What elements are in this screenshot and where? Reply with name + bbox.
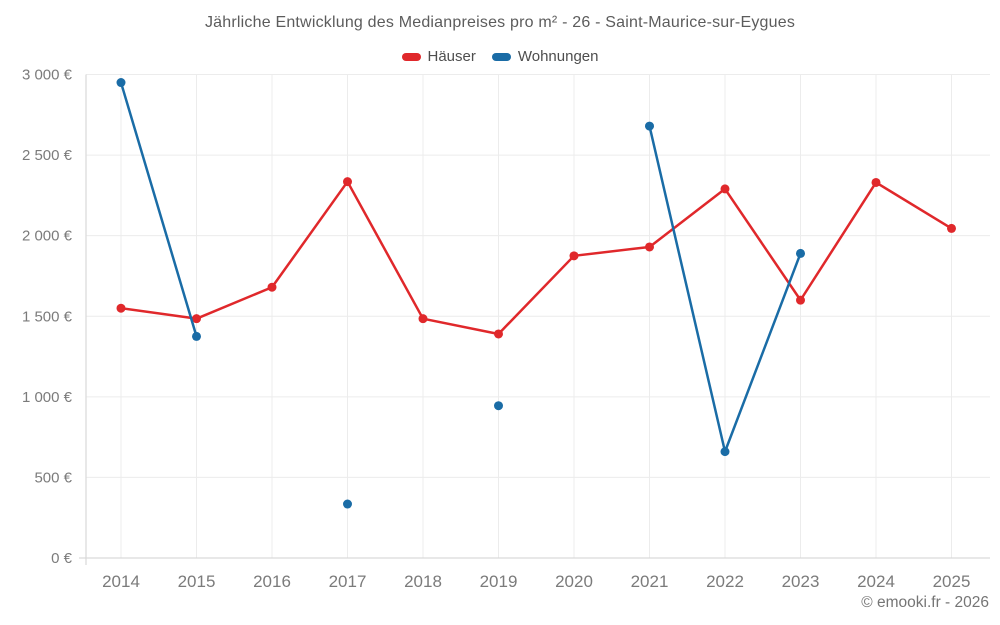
data-point-Wohnungen-2019[interactable] bbox=[494, 401, 503, 411]
x-axis-tick-label: 2020 bbox=[555, 572, 593, 591]
x-axis-tick-label: 2019 bbox=[480, 572, 518, 591]
data-point-Häuser-2019[interactable] bbox=[494, 329, 503, 339]
data-point-Häuser-2025[interactable] bbox=[947, 223, 956, 233]
y-axis-tick-label: 0 € bbox=[51, 550, 73, 567]
data-point-Häuser-2015[interactable] bbox=[192, 314, 201, 324]
series-line-Häuser bbox=[119, 180, 953, 336]
data-point-Wohnungen-2021[interactable] bbox=[645, 121, 654, 131]
y-axis-tick-label: 1 000 € bbox=[22, 389, 73, 406]
data-point-Häuser-2021[interactable] bbox=[645, 242, 654, 252]
y-axis-tick-label: 1 500 € bbox=[22, 308, 73, 325]
y-axis-tick-label: 3 000 € bbox=[22, 67, 73, 84]
data-point-Wohnungen-2022[interactable] bbox=[720, 447, 730, 457]
x-axis-tick-label: 2017 bbox=[329, 572, 367, 591]
copyright-text: © emooki.fr - 2026 bbox=[861, 594, 989, 611]
x-axis-tick-label: 2014 bbox=[102, 572, 140, 591]
data-point-Häuser-2016[interactable] bbox=[267, 282, 277, 292]
y-axis-tick-label: 2 500 € bbox=[22, 147, 73, 164]
data-point-Häuser-2022[interactable] bbox=[720, 184, 730, 194]
y-axis-tick-label: 500 € bbox=[34, 469, 72, 486]
data-point-Häuser-2014[interactable] bbox=[116, 303, 126, 313]
legend-label-haeuser: Häuser bbox=[427, 48, 476, 65]
x-axis-tick-label: 2015 bbox=[178, 572, 216, 591]
x-axis-tick-label: 2018 bbox=[404, 572, 442, 591]
x-axis-tick-label: 2025 bbox=[933, 572, 971, 591]
data-point-Wohnungen-2017[interactable] bbox=[343, 499, 352, 509]
data-point-Häuser-2024[interactable] bbox=[871, 177, 881, 187]
chart-title: Jährliche Entwicklung des Medianpreises … bbox=[204, 14, 796, 31]
series-line-Wohnungen bbox=[119, 81, 198, 338]
legend-label-wohnungen: Wohnungen bbox=[517, 48, 599, 65]
x-axis-tick-label: 2021 bbox=[631, 572, 669, 591]
data-point-Wohnungen-2015[interactable] bbox=[192, 331, 201, 341]
legend-swatch-wohnungen-icon bbox=[491, 52, 511, 61]
data-point-Häuser-2020[interactable] bbox=[569, 251, 579, 261]
legend-item-haeuser[interactable]: Häuser bbox=[401, 48, 476, 65]
x-axis-tick-label: 2023 bbox=[782, 572, 820, 591]
data-point-Wohnungen-2023[interactable] bbox=[796, 248, 805, 258]
data-point-Wohnungen-2014[interactable] bbox=[116, 78, 126, 88]
data-point-Häuser-2017[interactable] bbox=[343, 177, 352, 187]
chart-legend: Häuser Wohnungen bbox=[0, 48, 1000, 65]
data-point-Häuser-2023[interactable] bbox=[796, 295, 805, 305]
x-axis-tick-label: 2016 bbox=[253, 572, 291, 591]
data-point-Häuser-2018[interactable] bbox=[418, 314, 428, 324]
x-axis-tick-label: 2024 bbox=[857, 572, 895, 591]
legend-item-wohnungen[interactable]: Wohnungen bbox=[491, 48, 599, 65]
x-axis-tick-label: 2022 bbox=[706, 572, 744, 591]
legend-swatch-haeuser-icon bbox=[401, 52, 421, 61]
y-axis-tick-label: 2 000 € bbox=[22, 228, 73, 245]
